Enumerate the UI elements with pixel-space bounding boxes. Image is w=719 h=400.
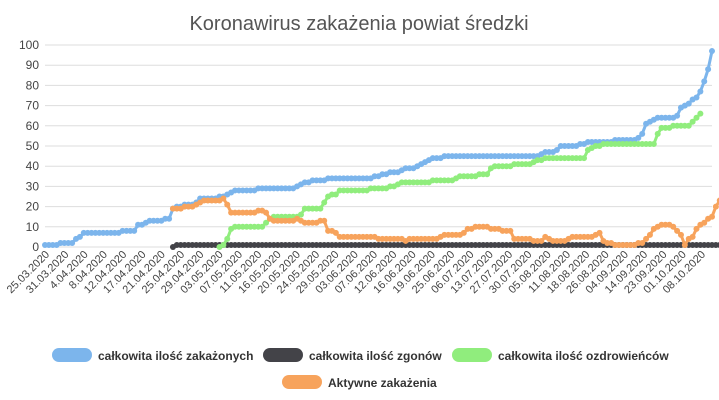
data-point bbox=[685, 122, 692, 129]
data-point bbox=[224, 235, 231, 242]
data-point bbox=[581, 155, 588, 162]
data-point bbox=[220, 195, 227, 202]
legend-swatch bbox=[52, 348, 92, 362]
data-point bbox=[507, 227, 514, 234]
data-point bbox=[705, 66, 712, 73]
data-point bbox=[321, 217, 328, 224]
data-point bbox=[681, 241, 688, 248]
data-point bbox=[650, 140, 657, 147]
data-point bbox=[131, 227, 138, 234]
y-tick-label: 0 bbox=[32, 240, 39, 254]
data-point bbox=[639, 130, 646, 137]
data-point bbox=[321, 199, 328, 206]
data-point bbox=[709, 213, 715, 220]
data-point bbox=[639, 239, 646, 246]
grid-lines bbox=[45, 44, 712, 248]
chart-title: Koronawirus zakażenia powiat średzki bbox=[189, 13, 528, 35]
data-point bbox=[709, 48, 715, 55]
data-point bbox=[332, 191, 339, 198]
data-point bbox=[460, 229, 467, 236]
data-point bbox=[76, 233, 83, 240]
data-point bbox=[677, 231, 684, 238]
data-point bbox=[553, 147, 560, 154]
data-point bbox=[166, 215, 173, 222]
data-point bbox=[670, 223, 677, 230]
legend-item[interactable]: Aktywne zakażenia bbox=[282, 375, 437, 390]
y-tick-label: 20 bbox=[26, 200, 40, 214]
legend-label: całkowita ilość zgonów bbox=[309, 349, 442, 363]
legend-item[interactable]: całkowita ilość zakażonych bbox=[52, 348, 253, 363]
y-tick-label: 50 bbox=[26, 139, 40, 153]
y-tick-label: 100 bbox=[19, 38, 39, 52]
data-point bbox=[693, 114, 700, 121]
legend-swatch bbox=[452, 348, 492, 362]
data-point bbox=[693, 94, 700, 101]
data-point bbox=[297, 211, 304, 218]
data-point bbox=[697, 110, 704, 117]
y-tick-label: 10 bbox=[26, 220, 40, 234]
data-point bbox=[263, 209, 270, 216]
series-2 bbox=[216, 110, 704, 250]
x-axis-ticks: 25.03.202031.03.20204.04.20208.04.202012… bbox=[5, 249, 708, 296]
y-tick-label: 40 bbox=[26, 159, 40, 173]
data-point bbox=[693, 225, 700, 232]
legend-label: Aktywne zakażenia bbox=[328, 376, 437, 390]
data-point bbox=[317, 205, 324, 212]
y-tick-label: 60 bbox=[26, 119, 40, 133]
data-point bbox=[484, 171, 491, 178]
data-point bbox=[654, 130, 661, 137]
data-point bbox=[220, 241, 227, 248]
y-tick-label: 80 bbox=[26, 78, 40, 92]
data-point bbox=[716, 242, 719, 248]
data-point bbox=[224, 201, 231, 208]
data-point bbox=[538, 237, 545, 244]
data-point bbox=[69, 239, 76, 246]
series-line bbox=[45, 50, 714, 247]
legend-label: całkowita ilość ozdrowieńców bbox=[498, 349, 669, 363]
data-point bbox=[712, 203, 719, 210]
series-layer bbox=[42, 48, 719, 250]
series-0 bbox=[42, 48, 715, 248]
legend-swatch bbox=[282, 375, 322, 389]
data-point bbox=[332, 229, 339, 236]
data-point bbox=[596, 229, 603, 236]
data-point bbox=[635, 134, 642, 141]
data-point bbox=[263, 219, 270, 226]
data-point bbox=[689, 118, 696, 125]
data-point bbox=[259, 223, 266, 230]
data-point bbox=[643, 235, 650, 242]
legend-swatch bbox=[263, 348, 303, 362]
legend: całkowita ilość zakażonych całkowita iloś… bbox=[52, 348, 669, 390]
series-3 bbox=[169, 195, 719, 248]
y-axis-ticks: 0 10 20 30 40 50 60 70 80 90 100 bbox=[19, 38, 39, 254]
data-point bbox=[697, 88, 704, 95]
legend-label: całkowita ilość zakażonych bbox=[98, 349, 253, 363]
data-point bbox=[674, 112, 681, 119]
legend-item[interactable]: całkowita ilość zgonów bbox=[263, 348, 442, 363]
y-tick-label: 30 bbox=[26, 179, 40, 193]
data-point bbox=[646, 231, 653, 238]
data-point bbox=[685, 100, 692, 107]
data-point bbox=[674, 227, 681, 234]
data-point bbox=[716, 197, 719, 204]
legend-item[interactable]: całkowita ilość ozdrowieńców bbox=[452, 348, 669, 363]
y-tick-label: 90 bbox=[26, 58, 40, 72]
data-point bbox=[701, 219, 708, 226]
y-tick-label: 70 bbox=[26, 99, 40, 113]
data-point bbox=[689, 233, 696, 240]
data-point bbox=[701, 78, 708, 85]
